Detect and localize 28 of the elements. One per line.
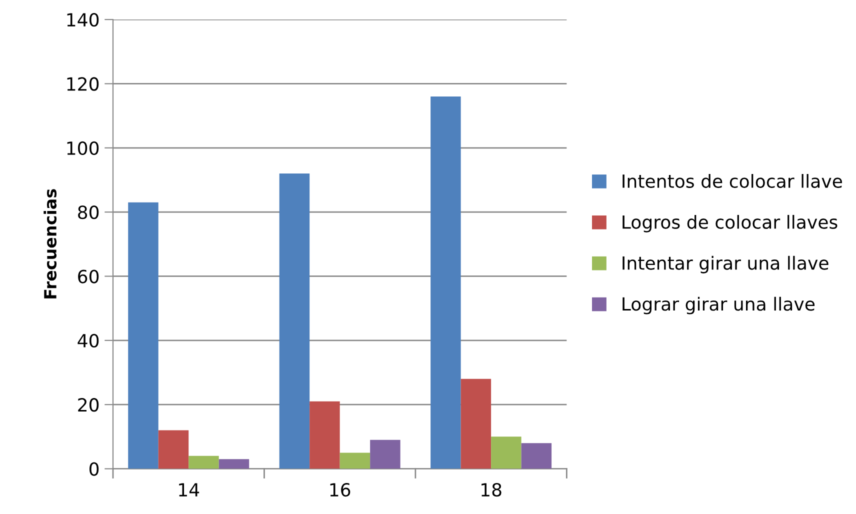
- x-tick-label: 14: [179, 483, 200, 496]
- bar: [460, 378, 492, 469]
- y-tick-label: 80: [78, 206, 99, 220]
- bar: [491, 436, 522, 469]
- y-tick-label: 0: [90, 462, 99, 476]
- legend-label: Intentos de colocar llave: [622, 174, 842, 188]
- legend-label: Logros de colocar llaves: [622, 214, 838, 232]
- x-tick-label: 16: [330, 482, 350, 497]
- y-tick-label: 60: [78, 270, 99, 284]
- y-tick-label: 120: [67, 77, 99, 91]
- bar: [279, 174, 310, 469]
- bar: [370, 440, 400, 469]
- x-tick-label: 18: [482, 482, 502, 497]
- y-tick-label: 140: [67, 12, 99, 27]
- bar: [218, 459, 250, 469]
- bar: [158, 430, 189, 469]
- legend-label: Lograr girar una llave: [622, 296, 815, 314]
- legend-label: Intentar girar una llave: [622, 256, 828, 274]
- y-tick-label: 100: [67, 141, 99, 155]
- y-tick-label: 40: [78, 334, 99, 348]
- bar: [521, 443, 552, 469]
- bar: [310, 401, 340, 469]
- bar: [128, 202, 158, 469]
- y-axis-title: Frecuencias: [44, 189, 57, 298]
- y-tick-label: 20: [78, 398, 99, 412]
- bar: [430, 96, 461, 469]
- bar: [340, 452, 370, 469]
- bar: [188, 456, 219, 469]
